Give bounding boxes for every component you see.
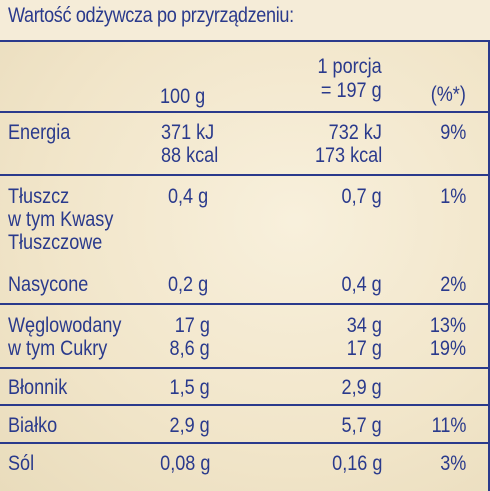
header-portion-line2: = 197 g	[321, 79, 382, 102]
portion-value: 732 kJ	[328, 121, 382, 144]
percent-value: 19%	[429, 337, 466, 360]
row-name: w tym Kwasy	[8, 208, 114, 231]
divider	[0, 111, 490, 113]
percent-value: 2%	[439, 273, 466, 296]
row-name: Błonnik	[8, 376, 68, 399]
header-portion-line1: 1 porcja	[317, 55, 382, 78]
divider	[0, 40, 490, 42]
portion-value: 0,16 g	[331, 452, 382, 475]
portion-value: 5,7 g	[341, 414, 382, 437]
row-name: Białko	[8, 414, 58, 437]
portion-value: 34 g	[346, 314, 382, 337]
row-name: Tłuszcz	[8, 185, 70, 208]
per100-value: 371 kJ	[161, 121, 215, 144]
portion-value: 0,7 g	[341, 185, 382, 208]
header-bar	[0, 0, 490, 40]
row-name: Węglowodany	[8, 314, 122, 337]
divider	[0, 174, 490, 176]
percent-value: 13%	[429, 314, 466, 337]
per100-value: 0,4 g	[168, 185, 209, 208]
percent-value: 11%	[431, 414, 466, 437]
divider	[0, 404, 490, 406]
percent-value: 1%	[439, 185, 466, 208]
per100-value: 8,6 g	[169, 337, 210, 360]
per100-value: 17 g	[174, 314, 210, 337]
per100-value: 1,5 g	[169, 376, 210, 399]
per100-value: 0,08 g	[159, 452, 210, 475]
table-title: Wartość odżywcza po przyrządzeniu:	[8, 4, 294, 27]
percent-value: 3%	[439, 452, 466, 475]
header-per-100g: 100 g	[160, 85, 206, 108]
right-rule	[488, 40, 490, 491]
per100-value: 88 kcal	[161, 144, 219, 167]
header-percent: (%*)	[430, 83, 466, 106]
portion-value: 173 kcal	[314, 144, 382, 167]
portion-value: 0,4 g	[341, 273, 382, 296]
row-name: w tym Cukry	[8, 337, 108, 360]
divider	[0, 442, 490, 444]
per100-value: 0,2 g	[168, 273, 209, 296]
row-name: Tłuszczowe	[8, 231, 103, 254]
row-name: Sól	[8, 452, 35, 475]
row-name: Energia	[8, 121, 71, 144]
portion-value: 17 g	[346, 337, 382, 360]
per100-value: 2,9 g	[169, 414, 210, 437]
divider	[0, 367, 490, 369]
row-name: Nasycone	[8, 273, 89, 296]
divider	[0, 303, 490, 305]
portion-value: 2,9 g	[341, 376, 382, 399]
percent-value: 9%	[439, 121, 466, 144]
